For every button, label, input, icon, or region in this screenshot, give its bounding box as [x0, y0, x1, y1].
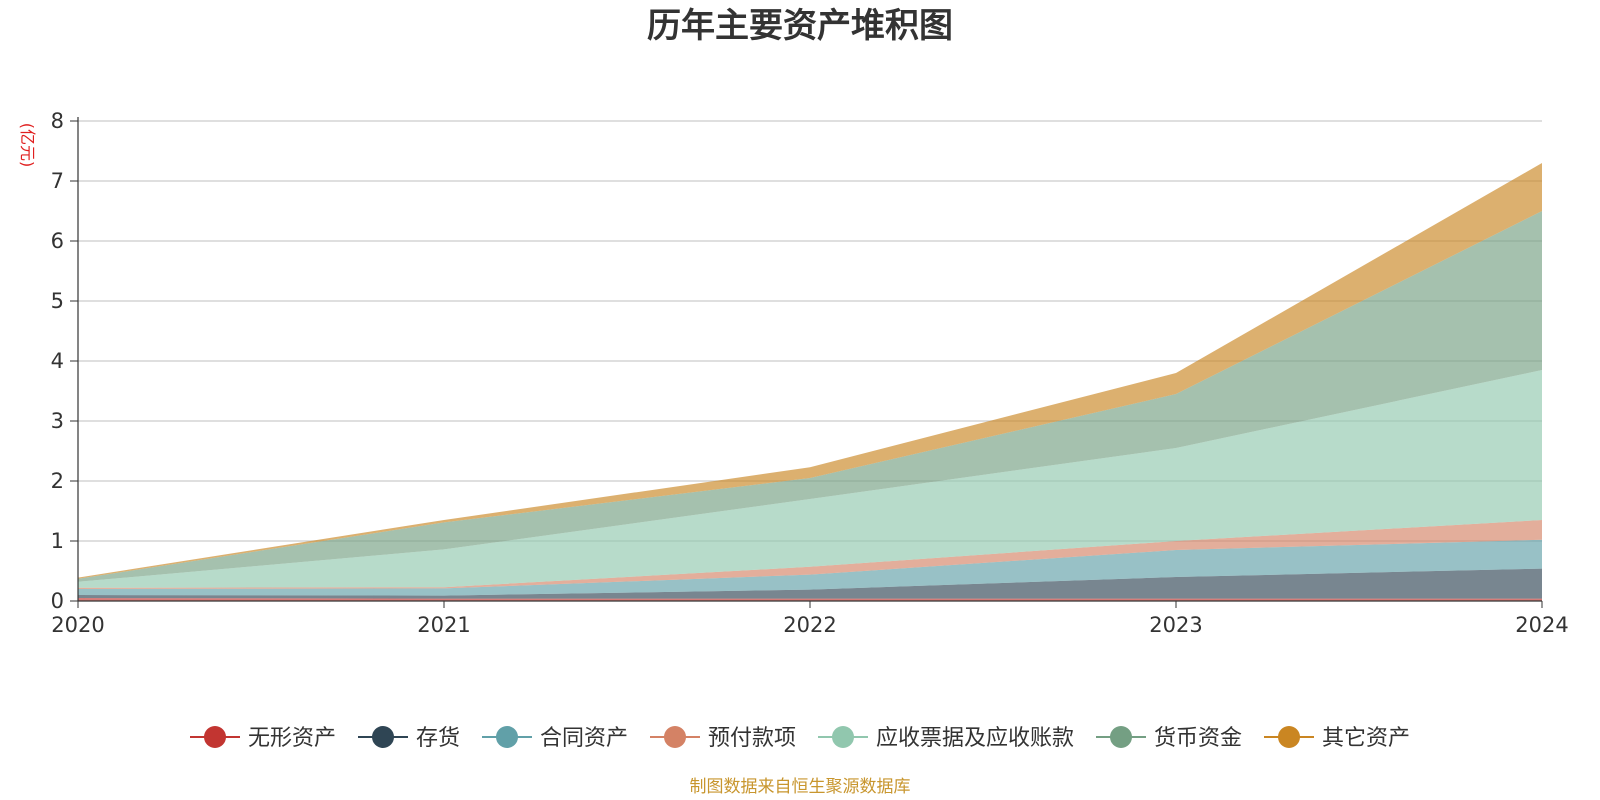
- legend-item-合同资产[interactable]: 合同资产: [482, 726, 628, 751]
- legend-marker-icon: [1278, 726, 1300, 748]
- legend-label: 货币资金: [1154, 726, 1242, 751]
- y-axis-unit-label: (亿元): [18, 123, 37, 168]
- legend-marker-icon: [1110, 726, 1132, 748]
- legend-marker-icon: [372, 726, 394, 748]
- legend-item-其它资产[interactable]: 其它资产: [1264, 726, 1410, 751]
- legend[interactable]: 无形资产 存货 合同资产 预付款项 应收票据及应收账款 货币资金 其它资产: [190, 726, 1410, 751]
- legend-item-预付款项[interactable]: 预付款项: [650, 726, 796, 751]
- legend-label: 合同资产: [540, 726, 628, 751]
- legend-marker-icon: [204, 726, 226, 748]
- grid-lines: [78, 120, 1542, 542]
- legend-marker-icon: [832, 726, 854, 748]
- x-tick-label: 2021: [417, 613, 470, 637]
- legend-label: 存货: [416, 726, 460, 751]
- legend-item-货币资金[interactable]: 货币资金: [1096, 726, 1242, 751]
- x-tick-label: 2020: [51, 613, 104, 637]
- legend-item-无形资产[interactable]: 无形资产: [190, 726, 336, 751]
- legend-label: 其它资产: [1322, 726, 1410, 751]
- area-series-存货: [78, 568, 1542, 599]
- data-source-note: 制图数据来自恒生聚源数据库: [690, 777, 911, 797]
- legend-label: 预付款项: [708, 726, 796, 751]
- area-series-货币资金: [78, 211, 1542, 582]
- y-tick-label: 6: [51, 229, 64, 253]
- y-tick-label: 4: [51, 349, 64, 373]
- legend-item-应收票据及应收账款[interactable]: 应收票据及应收账款: [818, 726, 1074, 751]
- y-tick-label: 7: [51, 169, 64, 193]
- area-series-无形资产: [78, 598, 1542, 601]
- y-tick-label: 3: [51, 409, 64, 433]
- legend-item-存货[interactable]: 存货: [358, 726, 460, 751]
- x-tick-label: 2023: [1149, 613, 1202, 637]
- legend-label: 应收票据及应收账款: [876, 726, 1074, 751]
- y-tick-label: 0: [51, 589, 64, 613]
- axes: 0 1 2 3 4 5 6 7 8 2020 2021 2022 2023 2024: [51, 109, 1569, 637]
- y-tick-label: 8: [51, 109, 64, 133]
- area-series-合同资产: [78, 539, 1542, 596]
- legend-marker-icon: [496, 726, 518, 748]
- chart-title: 历年主要资产堆积图: [647, 6, 953, 46]
- y-tick-label: 1: [51, 529, 64, 553]
- x-tick-label: 2022: [783, 613, 836, 637]
- legend-label: 无形资产: [248, 726, 336, 751]
- area-series-group: [78, 163, 1542, 601]
- y-tick-label: 2: [51, 469, 64, 493]
- legend-marker-icon: [664, 726, 686, 748]
- x-tick-label: 2024: [1515, 613, 1568, 637]
- area-series-应收票据及应收账款: [78, 370, 1542, 588]
- y-tick-label: 5: [51, 289, 64, 313]
